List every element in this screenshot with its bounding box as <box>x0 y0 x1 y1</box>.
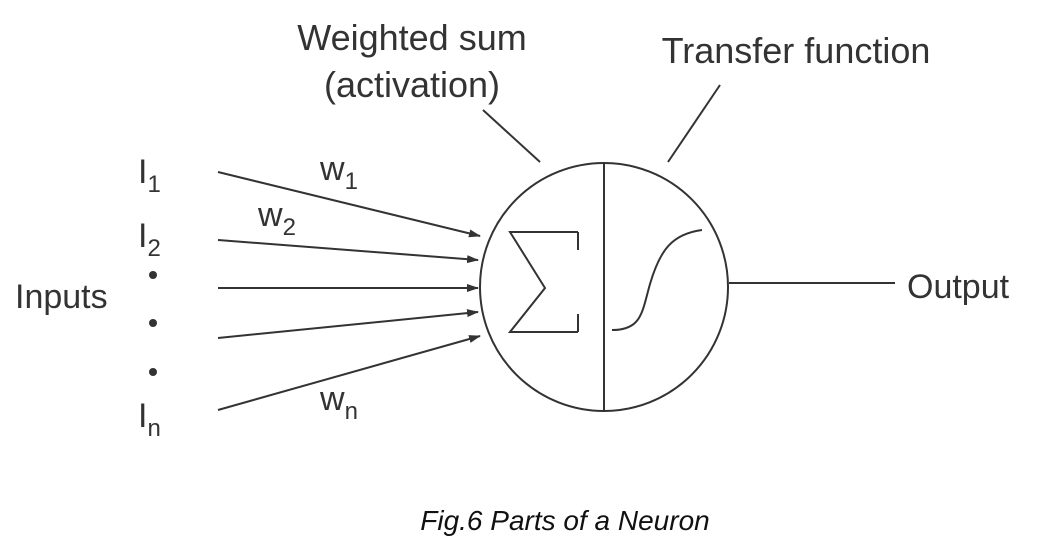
transfer-function-leader-line <box>667 84 721 163</box>
sigmoid-icon <box>611 229 703 331</box>
input-arrow-4 <box>217 309 479 339</box>
input-1-label: I1 <box>138 153 161 198</box>
figure-caption: Fig.6 Parts of a Neuron <box>420 505 709 536</box>
sigma-icon <box>507 231 579 333</box>
ellipsis-dot <box>149 319 157 327</box>
ellipsis-dot <box>149 271 157 279</box>
weighted-sum-label: Weighted sum <box>297 17 526 58</box>
input-arrow-2 <box>217 239 479 264</box>
inputs-label: Inputs <box>15 278 108 316</box>
input-n-label: In <box>138 397 161 442</box>
input-2-label: I2 <box>138 217 161 262</box>
weight-1-label: w1 <box>319 150 358 195</box>
activation-label: (activation) <box>324 64 500 105</box>
input-arrow-n <box>217 335 481 411</box>
weight-2-label: w2 <box>257 196 296 241</box>
ellipsis-dot <box>149 368 157 376</box>
input-arrow-1 <box>217 171 481 238</box>
transfer-function-label: Transfer function <box>662 30 931 71</box>
weighted-sum-leader-line <box>482 109 541 163</box>
weight-n-label: wn <box>319 380 358 425</box>
output-label: Output <box>907 268 1010 306</box>
